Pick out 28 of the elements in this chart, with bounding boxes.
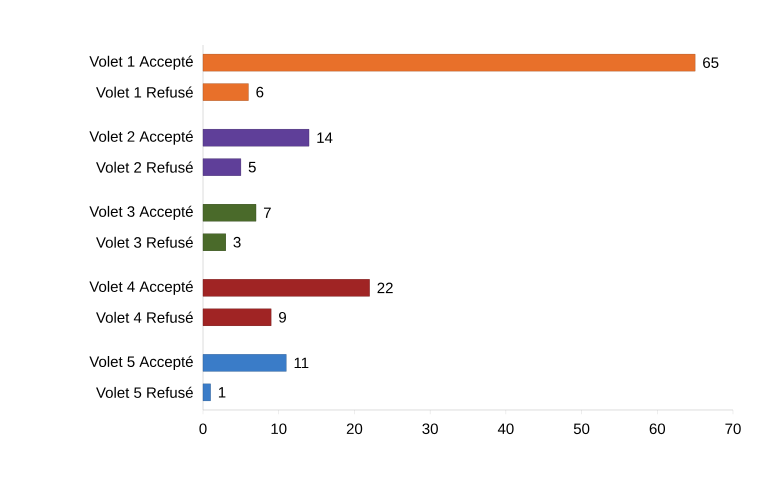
data-label: 1	[218, 387, 226, 398]
y-tick-label: Volet 5 Accepté	[89, 356, 193, 370]
x-tick-label: 40	[498, 423, 514, 434]
y-tick-label: Volet 4 Accepté	[89, 280, 193, 295]
x-tick-label: 30	[422, 423, 438, 434]
y-tick-label: Volet 2 Accepté	[89, 130, 193, 145]
data-label: 14	[317, 132, 332, 143]
data-label: 3	[233, 236, 241, 248]
y-tick-label: Volet 1 Refusé	[96, 86, 193, 98]
y-tick-label: Volet 3 Accepté	[89, 206, 193, 220]
y-tick-label: Volet 3 Refusé	[96, 236, 193, 248]
x-tick-label: 50	[574, 423, 590, 434]
x-tick-label: 60	[650, 423, 666, 434]
data-label: 5	[248, 162, 256, 172]
x-tick-label: 10	[272, 423, 286, 434]
x-tick-label: 0	[199, 423, 207, 434]
data-label: 65	[703, 57, 718, 68]
y-tick-label: Volet 2 Refusé	[96, 162, 193, 173]
x-tick-label: 20	[346, 423, 362, 434]
x-tick-label: 70	[725, 423, 741, 434]
data-label: 6	[256, 86, 264, 98]
data-label: 22	[378, 282, 393, 294]
y-tick-label: Volet 5 Refusé	[96, 386, 193, 398]
data-label: 11	[294, 358, 308, 368]
data-label: 7	[264, 208, 271, 218]
y-tick-label: Volet 4 Refusé	[96, 312, 193, 323]
data-label: 9	[279, 312, 286, 323]
y-tick-label: Volet 1 Accepté	[89, 56, 193, 70]
